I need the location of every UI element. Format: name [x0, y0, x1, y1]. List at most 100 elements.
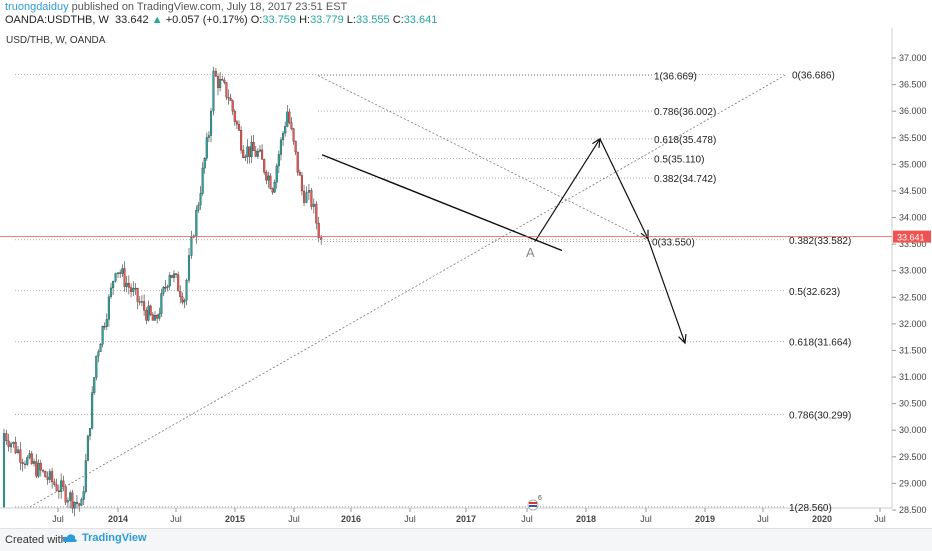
current-price-tag: 33.641	[0, 230, 931, 243]
candle-body	[26, 457, 29, 465]
candle-body	[199, 193, 202, 206]
fib-ext-label: 0.382(33.582)	[789, 236, 851, 247]
candle-body	[53, 481, 56, 485]
candle-body	[263, 159, 266, 173]
time-tick-label: Jul	[170, 514, 182, 524]
fib-ext-label: 0.786(30.299)	[789, 410, 851, 421]
candle-body	[317, 222, 320, 238]
candle-body	[219, 79, 222, 88]
last-price: 33.642	[115, 14, 149, 26]
candle-body	[172, 273, 176, 278]
price-tick-label: 36.500	[899, 80, 927, 90]
candle-body	[138, 301, 141, 303]
price-tick-label: 34.500	[899, 186, 927, 196]
candle-body	[277, 154, 280, 167]
price-tick-label: 30.000	[899, 425, 927, 435]
candle-body	[227, 97, 230, 99]
event-badge-icon[interactable]: 6	[527, 495, 542, 511]
candle-body	[175, 273, 178, 275]
candle-body	[284, 126, 287, 134]
candle-body	[312, 203, 315, 207]
candle-body	[223, 79, 226, 83]
candle-body	[73, 501, 76, 509]
close-label: C:	[392, 14, 404, 26]
time-tick-label: Jul	[874, 514, 886, 524]
candle-body	[64, 486, 67, 503]
candle-body	[121, 268, 124, 274]
arrow-head-icon	[592, 137, 601, 148]
price-tick-label: 32.500	[899, 292, 927, 302]
candle-body	[101, 325, 104, 345]
time-axis[interactable]: Jul 2014 Jul 2015 Jul 2016 Jul 2017 Jul 2018 Jul 20…	[52, 508, 886, 524]
chart-frame[interactable]: USD/THB, W, OANDA 37.000 36.500 36.000 35.5…	[0, 28, 932, 536]
candle-body	[271, 188, 274, 193]
price-axis[interactable]: 37.000 36.500 36.000 35.500 35.000 34.500 34.0…	[892, 53, 927, 515]
close-value: 33.641	[403, 14, 438, 26]
trendline-dotted-down	[317, 75, 651, 242]
fib-label: 0.786(36.002)	[654, 107, 716, 118]
cloud-icon	[62, 534, 77, 542]
price-tick-label: 31.000	[899, 372, 927, 382]
candle-body	[181, 296, 184, 303]
candle-body	[177, 274, 180, 292]
candle-body	[7, 440, 10, 448]
candle-body	[212, 70, 215, 112]
symbol-info: OANDA:USDTHB, W 33.642 ▲ +0.057 (+0.17%)…	[5, 14, 437, 26]
candle-body	[136, 288, 139, 302]
candle-body	[256, 151, 259, 157]
fib-label: 0.5(35.110)	[654, 155, 704, 166]
candle-body	[23, 463, 27, 466]
candle-body	[140, 301, 143, 303]
candle-body	[246, 146, 249, 157]
time-tick-label: 2016	[341, 514, 361, 524]
candle-body	[235, 121, 238, 125]
price-tick-label: 35.000	[899, 159, 927, 169]
candle-body	[290, 122, 293, 129]
candle-body	[279, 139, 283, 155]
price-tag-box	[893, 230, 931, 243]
candle-body	[107, 296, 110, 320]
candle-body	[225, 82, 228, 98]
candle-body	[269, 175, 272, 189]
candle-body	[9, 443, 13, 448]
price-chart[interactable]: USD/THB, W, OANDA 37.000 36.500 36.000 35.5…	[0, 28, 932, 528]
high-label: H:	[299, 14, 311, 26]
trend-drawings	[29, 74, 787, 508]
candle-body	[242, 149, 245, 158]
candle-body	[37, 462, 40, 477]
candle-body	[292, 128, 295, 142]
candle-body	[46, 476, 49, 480]
candle-body	[62, 480, 65, 487]
candle-body	[80, 499, 83, 506]
candle-body	[88, 428, 92, 437]
open-label: O:	[250, 14, 263, 26]
candle-body	[143, 301, 146, 311]
candle-body	[21, 462, 24, 465]
candle-body	[294, 140, 297, 153]
candle-body	[28, 453, 31, 458]
candle-body	[305, 192, 308, 203]
chart-legend: USD/THB, W, OANDA	[6, 35, 106, 46]
time-tick-label: 2019	[695, 514, 715, 524]
candle-body	[149, 305, 152, 315]
candle-body	[93, 377, 96, 393]
candle-body	[300, 175, 303, 192]
time-tick-label: Jul	[640, 514, 652, 524]
price-tick-label: 37.000	[899, 53, 927, 63]
candle-body	[78, 503, 81, 506]
candle-body	[244, 156, 247, 158]
price-tick-label: 29.500	[899, 452, 927, 462]
candle-body	[216, 76, 220, 88]
tradingview-logo[interactable]: TradingView	[62, 532, 147, 544]
candle-body	[302, 190, 306, 203]
price-tick-label: 31.500	[899, 345, 927, 355]
candle-body	[197, 204, 200, 211]
candle-body	[265, 171, 268, 181]
candle-body	[86, 435, 89, 461]
candle-body	[2, 433, 6, 507]
symbol-name: OANDA:USDTHB, W	[5, 14, 109, 26]
author-link[interactable]: truongdaiduy	[5, 1, 69, 13]
time-tick-label: Jul	[521, 514, 533, 524]
candle-body	[209, 110, 213, 136]
candle-body	[310, 190, 313, 207]
